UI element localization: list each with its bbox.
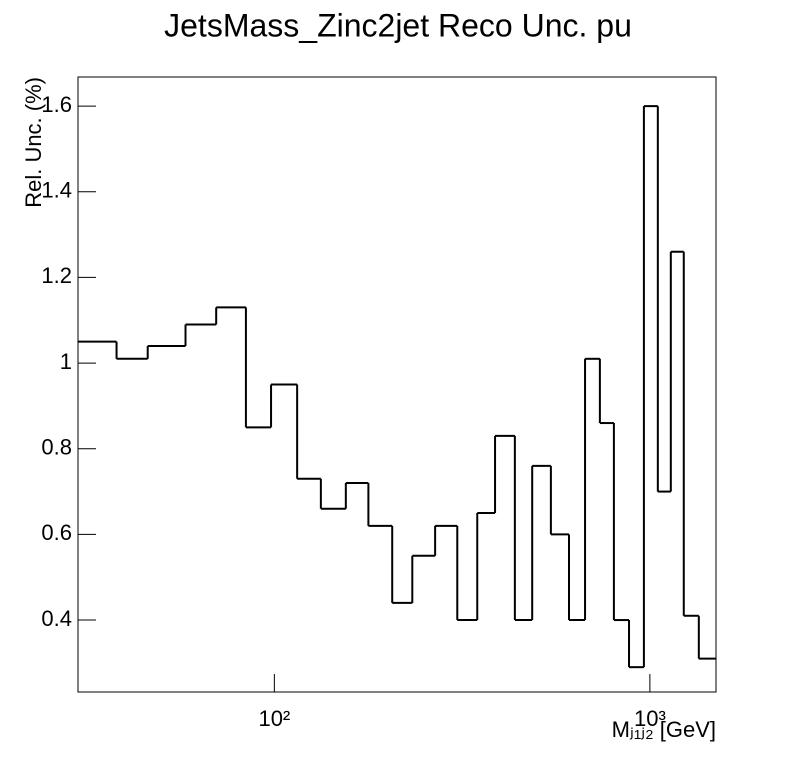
y-tick-label: 0.6 (41, 520, 72, 545)
y-tick-label: 1.6 (41, 92, 72, 117)
x-axis-label: Mⱼ₁ⱼ₂ [GeV] (612, 717, 716, 742)
x-tick-label: 10² (258, 706, 290, 731)
y-axis-label: Rel. Unc. (%) (21, 77, 46, 208)
y-tick-label: 0.8 (41, 435, 72, 460)
plot-frame (77, 76, 717, 693)
x-tick-label: 10³ (634, 706, 666, 731)
chart-title: JetsMass_Zinc2jet Reco Unc. pu (164, 7, 632, 43)
y-tick-label: 1.4 (41, 178, 72, 203)
y-tick-label: 1 (60, 349, 72, 374)
y-tick-label: 0.4 (41, 606, 72, 631)
y-tick-label: 1.2 (41, 263, 72, 288)
